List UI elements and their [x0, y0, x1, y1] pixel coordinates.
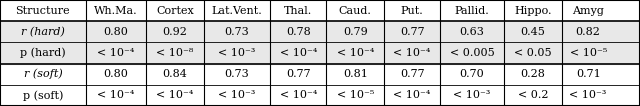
- Text: Put.: Put.: [401, 6, 424, 16]
- Text: Amyg: Amyg: [572, 6, 604, 16]
- Text: < 10⁻⁴: < 10⁻⁴: [97, 90, 134, 100]
- Text: < 10⁻⁴: < 10⁻⁴: [97, 48, 134, 58]
- Text: Lat.Vent.: Lat.Vent.: [212, 6, 262, 16]
- Text: r (soft): r (soft): [24, 69, 62, 80]
- Text: 0.71: 0.71: [576, 69, 600, 79]
- Text: < 10⁻³: < 10⁻³: [570, 90, 607, 100]
- Text: Thal.: Thal.: [284, 6, 312, 16]
- Text: 0.73: 0.73: [225, 69, 250, 79]
- Text: 0.84: 0.84: [163, 69, 188, 79]
- Bar: [0, 21, 640, 64]
- Text: < 10⁻³: < 10⁻³: [218, 48, 256, 58]
- Text: < 10⁻⁵: < 10⁻⁵: [570, 48, 607, 58]
- Text: < 0.05: < 0.05: [514, 48, 552, 58]
- Text: < 10⁻³: < 10⁻³: [218, 90, 256, 100]
- Text: Caud.: Caud.: [339, 6, 372, 16]
- Text: 0.77: 0.77: [400, 27, 424, 37]
- Text: Structure: Structure: [15, 6, 70, 16]
- Text: Wh.Ma.: Wh.Ma.: [94, 6, 138, 16]
- Text: 0.80: 0.80: [104, 27, 128, 37]
- Text: < 10⁻⁴: < 10⁻⁴: [280, 48, 317, 58]
- Text: Cortex: Cortex: [156, 6, 194, 16]
- Text: < 10⁻⁴: < 10⁻⁴: [156, 90, 194, 100]
- Text: 0.77: 0.77: [400, 69, 424, 79]
- Text: 0.79: 0.79: [343, 27, 367, 37]
- Text: Hippo.: Hippo.: [514, 6, 552, 16]
- Text: < 10⁻⁴: < 10⁻⁴: [337, 48, 374, 58]
- Text: 0.45: 0.45: [520, 27, 545, 37]
- Text: < 0.2: < 0.2: [518, 90, 548, 100]
- Text: < 10⁻⁴: < 10⁻⁴: [394, 48, 431, 58]
- Text: 0.92: 0.92: [163, 27, 188, 37]
- Text: 0.73: 0.73: [225, 27, 250, 37]
- Text: < 0.005: < 0.005: [450, 48, 494, 58]
- Text: < 10⁻⁴: < 10⁻⁴: [394, 90, 431, 100]
- Text: r (hard): r (hard): [21, 27, 65, 37]
- Text: Pallid.: Pallid.: [454, 6, 490, 16]
- Text: 0.28: 0.28: [520, 69, 545, 79]
- Text: p (hard): p (hard): [20, 48, 66, 58]
- Text: 0.78: 0.78: [286, 27, 310, 37]
- Text: 0.77: 0.77: [286, 69, 310, 79]
- Text: < 10⁻⁵: < 10⁻⁵: [337, 90, 374, 100]
- Text: < 10⁻³: < 10⁻³: [453, 90, 491, 100]
- Text: p (soft): p (soft): [22, 90, 63, 101]
- Text: < 10⁻⁴: < 10⁻⁴: [280, 90, 317, 100]
- Text: 0.70: 0.70: [460, 69, 484, 79]
- Text: < 10⁻⁸: < 10⁻⁸: [156, 48, 194, 58]
- Text: 0.82: 0.82: [576, 27, 600, 37]
- Text: 0.80: 0.80: [104, 69, 128, 79]
- Text: 0.81: 0.81: [343, 69, 367, 79]
- Text: 0.63: 0.63: [460, 27, 484, 37]
